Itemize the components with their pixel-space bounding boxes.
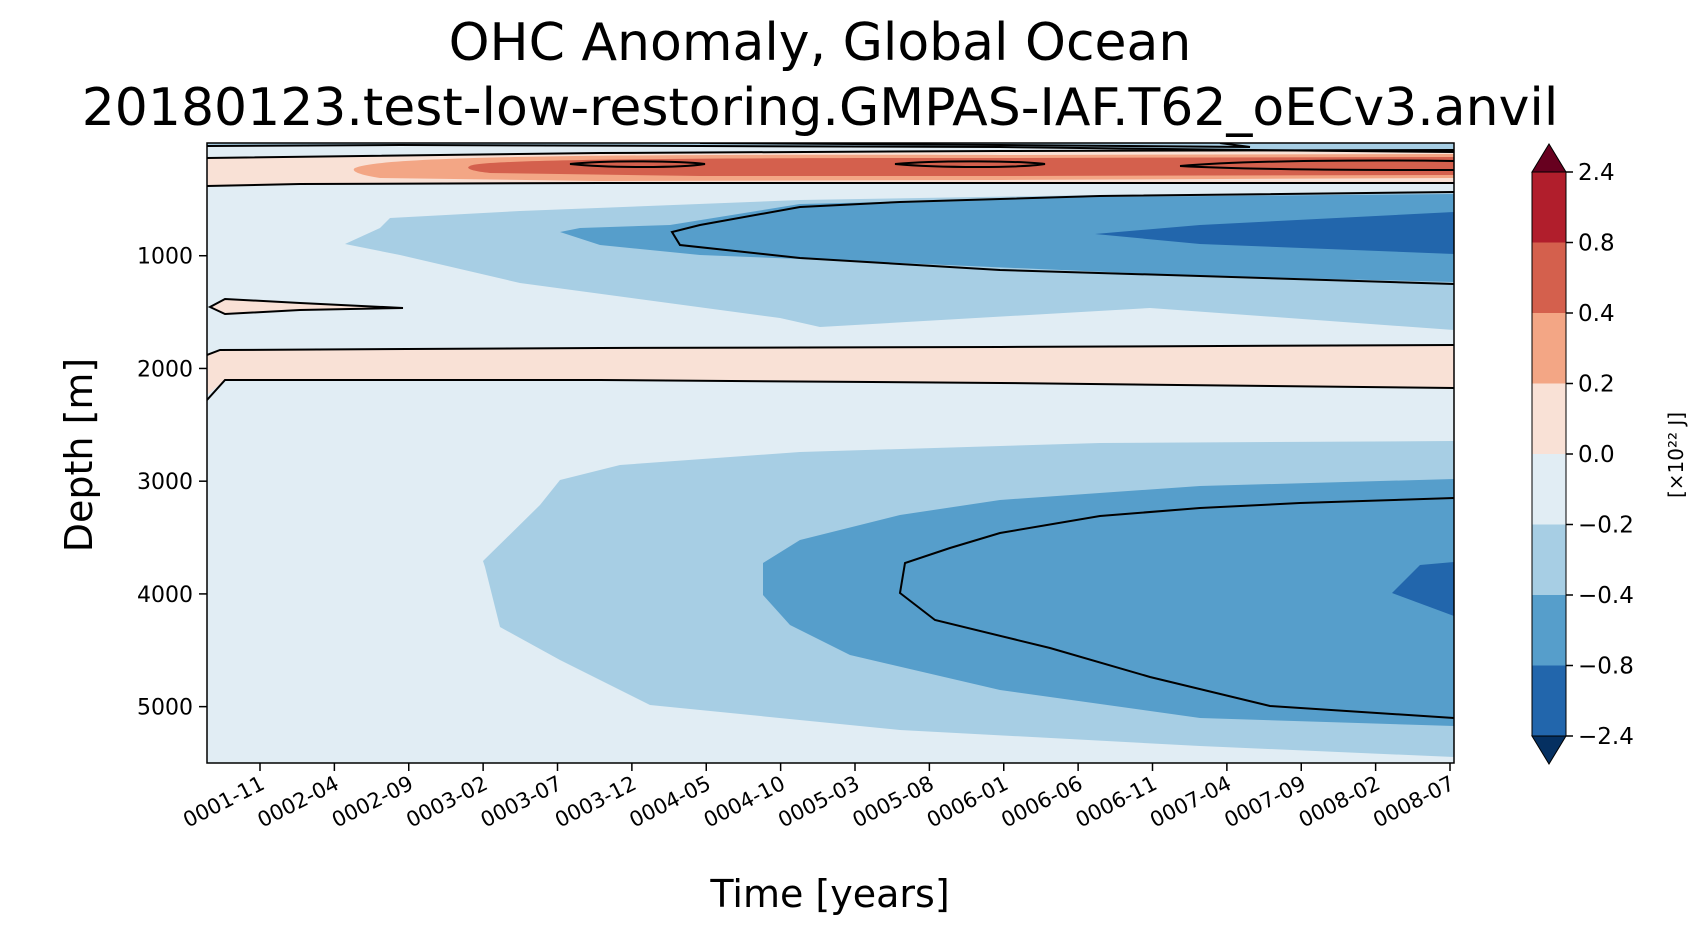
colorbar-tick-label: −2.4 [1578, 724, 1634, 750]
x-tick-label: 0008-02 [1295, 771, 1384, 832]
y-tick-label: 4000 [137, 583, 193, 608]
contour-band-deep-blue-mid [763, 479, 1454, 726]
colorbar-segment [1532, 172, 1566, 243]
colorbar-tick-label: 0.2 [1578, 372, 1615, 398]
y-tick-label: 1000 [137, 245, 193, 270]
x-tick-label: 0007-04 [1146, 771, 1235, 832]
contour-band-small-pink-lens [210, 299, 403, 314]
contour-line-near-surface-bottom [207, 182, 1454, 187]
colorbar-extend-high [1531, 143, 1567, 173]
colorbar: −2.4 −0.8 −0.4 −0.2 0.0 0.2 0.4 0.8 2.4 [1531, 143, 1634, 765]
x-axis-label: Time [years] [709, 872, 949, 916]
colorbar-segment [1532, 242, 1566, 313]
colorbar-tick-label: −0.8 [1578, 654, 1634, 680]
colorbar-tick-label: 2.4 [1578, 160, 1615, 186]
x-tick-label: 0004-05 [625, 771, 714, 832]
x-tick-label: 0005-03 [774, 771, 863, 832]
contour-line-mid-pink-top [207, 344, 1454, 356]
contour-line-red-core-2 [894, 160, 1046, 168]
colorbar-label: [×10²² J] [1664, 412, 1688, 498]
contour-line-upper-negative [670, 191, 1454, 285]
y-tick-label: 2000 [137, 357, 193, 382]
x-tick-label: 0003-02 [402, 771, 491, 832]
chart-title: OHC Anomaly, Global Ocean [449, 13, 1192, 73]
x-tick-label: 0004-10 [700, 771, 789, 832]
contour-line-near-surface-top [207, 149, 1454, 159]
x-axis: 0001-110002-040002-090003-020003-070003-… [179, 763, 1458, 832]
x-tick-label: 0006-11 [1072, 771, 1161, 832]
x-tick-label: 0006-06 [997, 771, 1086, 832]
colorbar-tick-label: 0.8 [1578, 231, 1615, 257]
colorbar-segment [1532, 595, 1566, 666]
x-tick-label: 0001-11 [179, 771, 268, 832]
x-tick-label: 0003-12 [551, 771, 640, 832]
contour-lines [207, 143, 1454, 719]
colorbar-segment [1532, 524, 1566, 595]
plot-frame [206, 142, 1455, 764]
colorbar-tick-label: 0.4 [1578, 301, 1615, 327]
colorbar-tick-label: −0.2 [1578, 513, 1634, 539]
colorbar-segment [1532, 313, 1566, 384]
x-tick-label: 0003-07 [477, 771, 566, 832]
x-tick-label: 0002-04 [254, 771, 343, 832]
contour-field [207, 143, 1454, 763]
y-tick-label: 5000 [137, 696, 193, 721]
contour-band-upper-blue-dark [1095, 212, 1454, 254]
contour-line-red-core-3 [1179, 159, 1454, 171]
colorbar-tick-label: −0.4 [1578, 583, 1634, 609]
contour-line-red-core-1 [569, 160, 706, 168]
colorbar-tick-label: 0.0 [1578, 442, 1615, 468]
contour-band-mid-pink [207, 345, 1454, 395]
y-axis: 1000 2000 3000 4000 5000 [137, 245, 207, 721]
contour-line-small-lens [207, 297, 404, 316]
colorbar-segment [1532, 383, 1566, 454]
x-tick-label: 0002-09 [328, 771, 417, 832]
x-tick-label: 0008-07 [1369, 771, 1458, 832]
x-tick-label: 0006-01 [923, 771, 1012, 832]
x-tick-label: 0007-09 [1220, 771, 1309, 832]
colorbar-extend-low [1531, 735, 1567, 765]
y-tick-label: 3000 [137, 470, 193, 495]
contour-band-deep-blue-dark [1392, 562, 1454, 616]
contour-band-upper-blue-mid [560, 194, 1454, 282]
x-tick-label: 0005-08 [849, 771, 938, 832]
chart-subtitle: 20180123.test-low-restoring.GMPAS-IAF.T6… [82, 78, 1559, 138]
contour-line-deep-negative [898, 497, 1454, 719]
contour-line-surface-loop [699, 143, 1251, 148]
colorbar-segment [1532, 454, 1566, 525]
contour-line-mid-pink-bottom [207, 379, 1454, 401]
colorbar-segment [1532, 665, 1566, 736]
y-axis-label: Depth [m] [57, 358, 101, 553]
